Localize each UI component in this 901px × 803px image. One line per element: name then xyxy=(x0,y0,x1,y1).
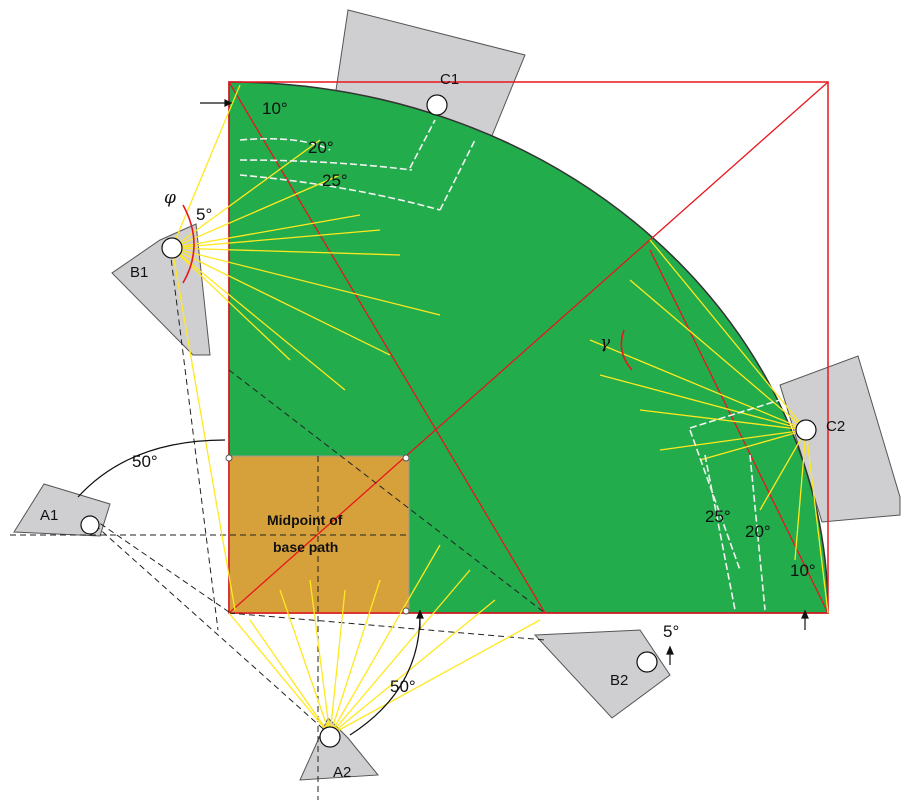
label-c1: C1 xyxy=(440,71,459,88)
angle-label-a1-50: 50° xyxy=(132,452,158,471)
aim-arrows xyxy=(200,99,809,665)
a1-offset-arc xyxy=(77,439,226,498)
angle-label-c2-20: 20° xyxy=(745,522,771,541)
gamma-symbol: γ xyxy=(600,333,611,353)
label-b1: B1 xyxy=(130,264,148,281)
base-marker xyxy=(225,454,233,462)
a2-offset-arc xyxy=(349,614,421,736)
gamma-angle-arc xyxy=(620,329,633,371)
diagonal-c2 xyxy=(649,249,829,614)
mast-wedge-b2 xyxy=(533,629,671,719)
label-a1: A1 xyxy=(40,507,58,524)
angle-label-c2-25: 25° xyxy=(705,507,731,526)
luminaire-c2-icon xyxy=(795,419,817,441)
beams-b1 xyxy=(171,84,441,611)
phi-symbol: φ xyxy=(164,188,176,208)
construction-lines xyxy=(10,249,546,800)
angle-label-c1-20: 20° xyxy=(308,138,334,157)
beams-c2 xyxy=(589,239,829,614)
aim-arcs xyxy=(239,119,781,611)
infield-label-line1: Midpoint of xyxy=(267,512,343,528)
angle-label-c1-25: 25° xyxy=(322,171,348,190)
label-b2: B2 xyxy=(610,672,628,689)
label-a2: A2 xyxy=(333,764,351,781)
luminaire-a2-icon xyxy=(319,726,341,748)
beams-a2 xyxy=(228,544,541,736)
label-c2: C2 xyxy=(826,418,845,435)
field-boundary xyxy=(228,81,829,614)
angle-label-c1-10: 10° xyxy=(262,99,288,118)
luminaire-b2-icon xyxy=(636,651,658,673)
base-marker xyxy=(402,607,410,615)
base-marker xyxy=(402,454,410,462)
mast-wedge-c2 xyxy=(779,355,901,523)
luminaire-c1-icon xyxy=(426,94,448,116)
angle-label-c2-10: 10° xyxy=(790,561,816,580)
diagonal-left-top xyxy=(228,81,546,614)
angle-label-b1-5: 5° xyxy=(196,205,212,224)
luminaire-b1-icon xyxy=(161,237,183,259)
diagonal-home-to-corner xyxy=(228,81,829,614)
angle-label-b2-5: 5° xyxy=(663,622,679,641)
phi-angle-arc xyxy=(182,204,195,284)
mast-wedge-a2 xyxy=(299,717,379,781)
luminaire-a1-icon xyxy=(80,515,100,535)
angle-label-a2-50: 50° xyxy=(390,677,416,696)
infield-label-line2: base path xyxy=(273,539,338,555)
